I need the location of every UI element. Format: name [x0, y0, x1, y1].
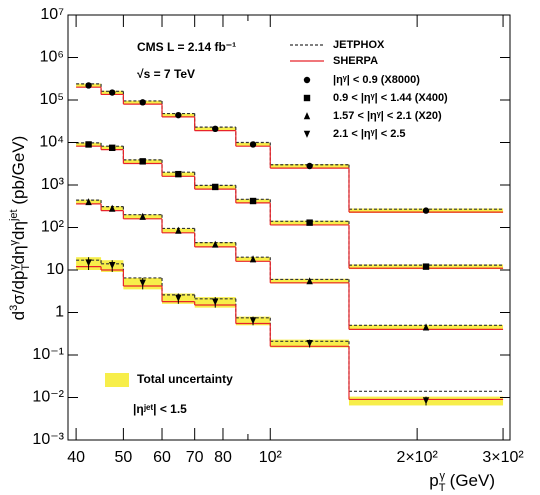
band-legend-swatch [105, 373, 129, 387]
x-tick-label: 50 [114, 449, 132, 466]
data-point [109, 261, 116, 269]
data-point [139, 158, 146, 165]
data-point [175, 111, 182, 119]
legend-label: JETPHOX [333, 39, 385, 51]
x-tick-label: 60 [153, 449, 171, 466]
data-point [175, 170, 182, 178]
y-tick-label: 10⁷ [40, 6, 64, 23]
legend-label: |ηᵞ| < 0.9 (X8000) [333, 74, 420, 86]
x-tick-label: 3×10² [482, 449, 524, 466]
data-point [249, 255, 257, 263]
x-axis-label-part: T [439, 482, 446, 494]
annotation: CMS L = 2.14 fb⁻¹ [137, 40, 236, 54]
y-tick-label: 10 [46, 261, 64, 278]
data-point [85, 141, 92, 148]
y-tick-label: 1 [55, 304, 64, 321]
data-point [85, 198, 92, 206]
y-tick-label: 10⁻¹ [32, 346, 64, 363]
y-axis-label-part: dη [9, 221, 28, 240]
data-point [109, 144, 116, 152]
x-axis-label: pTγ (GeV) [429, 470, 495, 494]
y-axis-label-part: dη [9, 245, 28, 264]
legend-marker [303, 130, 311, 138]
data-point [85, 259, 92, 267]
data-point [139, 212, 146, 220]
y-tick-label: 10⁻³ [32, 431, 64, 448]
y-axis-label-part: σ/dp [9, 271, 28, 305]
y-axis-label: d3σ/dpTγdηγdηjet (pb/GeV) [8, 136, 32, 321]
data-point [212, 240, 219, 248]
data-point [422, 323, 430, 331]
legend-label: 0.9 < |ηᵞ| < 1.44 (X400) [333, 92, 448, 104]
data-point [249, 141, 257, 148]
data-point [306, 277, 313, 285]
data-point [306, 162, 313, 170]
y-tick-label: 10⁶ [40, 49, 64, 66]
data-point [85, 82, 92, 89]
data-point [212, 125, 219, 133]
legend-marker [303, 76, 311, 84]
y-tick-label: 10³ [41, 176, 65, 193]
data-point [422, 397, 430, 405]
y-axis-label-part: T [20, 264, 32, 271]
y-tick-label: 10⁵ [40, 91, 64, 108]
y-axis-label-part: d [9, 311, 28, 320]
data-point [249, 317, 257, 325]
data-point [212, 298, 219, 306]
y-axis-label-part: jet [8, 209, 20, 222]
legend-marker [303, 112, 311, 120]
data-point [109, 204, 116, 212]
y-tick-label: 10² [41, 219, 65, 236]
data-point [139, 99, 146, 106]
y-axis-label-part: γ [8, 264, 20, 270]
x-axis-label-part: p [429, 471, 438, 490]
data-point [175, 294, 182, 302]
x-axis-label-part: (GeV) [445, 471, 495, 490]
band-legend-label: Total uncertainty [137, 372, 233, 386]
x-tick-label: 80 [214, 449, 232, 466]
y-tick-label: 10⁴ [39, 134, 64, 151]
y-axis-label-part: (pb/GeV) [9, 136, 28, 210]
legend-label: 1.57 < |ηᵞ| < 2.1 (X20) [333, 110, 442, 122]
x-tick-label: 70 [186, 449, 204, 466]
annotation: √s = 7 TeV [137, 67, 195, 81]
annotation: |ηʲᵉᵗ| < 1.5 [133, 402, 187, 416]
data-point [249, 197, 257, 205]
x-tick-label: 40 [67, 449, 85, 466]
y-tick-label: 10⁻² [32, 389, 64, 406]
legend-marker [303, 94, 311, 102]
y-axis-label-part: γ [8, 239, 20, 245]
data-point [306, 339, 313, 347]
x-tick-label: 2×10² [396, 449, 438, 466]
legend-label: 2.1 < |ηᵞ| < 2.5 [333, 128, 406, 140]
data-point [175, 226, 182, 234]
data-point [139, 279, 146, 287]
x-tick-label: 10² [259, 449, 283, 466]
data-point [306, 219, 313, 226]
data-point [212, 183, 219, 191]
data-point [422, 263, 430, 270]
data-point [422, 207, 430, 214]
data-point [109, 89, 116, 96]
legend-label: SHERPA [333, 55, 378, 67]
plot-frame [67, 14, 511, 441]
x-axis-label-part: γ [439, 470, 445, 482]
y-axis-label-part: 3 [8, 305, 20, 311]
